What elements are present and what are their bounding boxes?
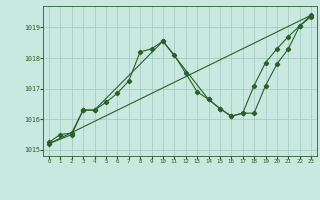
Text: Graphe pression niveau de la mer (hPa): Graphe pression niveau de la mer (hPa) [72, 185, 248, 194]
